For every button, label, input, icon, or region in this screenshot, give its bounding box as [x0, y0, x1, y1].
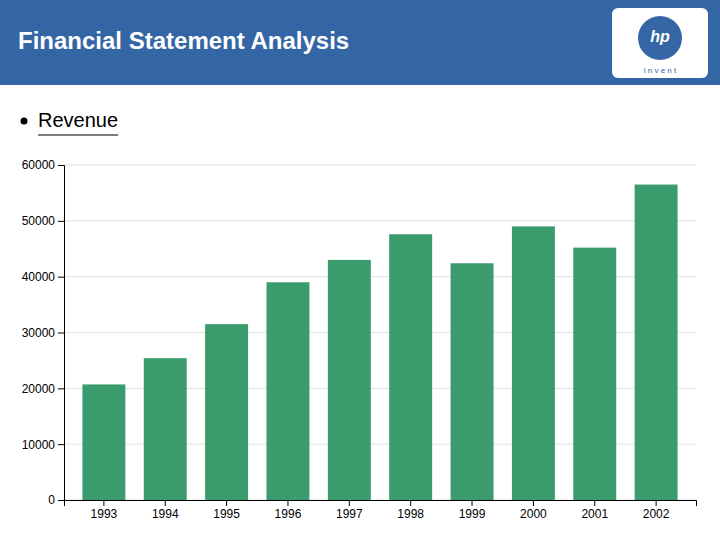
bar — [512, 226, 555, 500]
grid — [64, 165, 696, 500]
subtitle: Revenue — [38, 109, 118, 131]
logo-box — [612, 8, 708, 78]
y-tick-label: 40000 — [22, 270, 56, 284]
subtitle-underline — [38, 135, 118, 136]
y-tick: 50000 — [22, 214, 64, 228]
bar — [635, 185, 678, 500]
x-tick-label: 1995 — [213, 507, 240, 521]
x-tick: 1993 — [91, 500, 118, 521]
y-tick-label: 30000 — [22, 326, 56, 340]
y-tick-mark — [58, 221, 64, 222]
x-tick-mark — [656, 500, 657, 506]
subtitle-bullet — [21, 118, 28, 125]
y-tick-mark — [58, 444, 64, 445]
y-tick-label: 50000 — [22, 214, 56, 228]
x-tick-mark — [103, 500, 104, 506]
x-tick-mark — [410, 500, 411, 506]
bar — [266, 282, 309, 500]
x-axis-line — [65, 501, 697, 507]
y-tick-label: 0 — [48, 493, 55, 507]
annotation: hp — [650, 28, 670, 45]
x-tick: 2002 — [643, 500, 670, 521]
y-tick-mark — [58, 277, 64, 278]
x-tick-label: 1996 — [275, 507, 302, 521]
annotation: i n v e n t — [644, 66, 677, 75]
bar — [82, 384, 125, 500]
x-tick-label: 2001 — [581, 507, 608, 521]
x-tick-mark — [287, 500, 288, 506]
y-tick: 30000 — [22, 326, 64, 340]
plot-area: 0100002000030000400005000060000199319941… — [22, 158, 697, 520]
y-tick-mark — [58, 388, 64, 389]
x-axis: 1993 1994 1995 1996 1997 1998 1999 2000 2001 2002 — [65, 500, 697, 521]
y-tick-mark — [58, 333, 64, 334]
x-tick-label: 2002 — [643, 507, 670, 521]
x-tick-mark — [533, 500, 534, 506]
bar — [144, 358, 187, 500]
bars — [82, 185, 677, 500]
x-tick: 1996 — [275, 500, 302, 521]
y-tick: 40000 — [22, 270, 64, 284]
y-tick-mark — [58, 500, 64, 501]
x-tick: 2001 — [581, 500, 608, 521]
y-tick: 60000 — [22, 158, 64, 172]
x-tick-mark — [165, 500, 166, 506]
x-tick-label: 1997 — [336, 507, 363, 521]
grid-line — [64, 165, 696, 166]
y-tick: 20000 — [22, 382, 64, 396]
bar — [451, 263, 494, 500]
y-axis: 0 10000 20000 30000 40000 50000 60000 — [22, 158, 65, 507]
y-tick-label: 20000 — [22, 382, 56, 396]
x-tick-mark — [472, 500, 473, 506]
y-tick: 10000 — [22, 438, 64, 452]
bar — [573, 248, 616, 500]
y-tick-label: 60000 — [22, 158, 56, 172]
y-axis-line — [58, 166, 65, 501]
x-tick: 1998 — [397, 500, 424, 521]
x-tick-label: 1993 — [91, 507, 118, 521]
y-tick: 0 — [48, 493, 64, 507]
x-tick-mark — [226, 500, 227, 506]
header-bar — [0, 0, 720, 85]
grid-line — [64, 220, 696, 221]
x-tick-mark — [594, 500, 595, 506]
x-tick: 1995 — [213, 500, 240, 521]
bar — [205, 324, 248, 500]
x-tick-mark — [349, 500, 350, 506]
chart-svg: Financial Statement Analysis hp i n v e n … — [0, 0, 720, 540]
x-tick: 1997 — [336, 500, 363, 521]
x-tick: 1994 — [152, 500, 179, 521]
y-tick-mark — [58, 165, 64, 166]
logo-circle — [638, 16, 682, 60]
x-tick-label: 2000 — [520, 507, 547, 521]
bar — [328, 260, 371, 500]
x-tick-label: 1998 — [397, 507, 424, 521]
x-tick-label: 1999 — [459, 507, 486, 521]
y-tick-label: 10000 — [22, 438, 56, 452]
x-tick: 2000 — [520, 500, 547, 521]
x-tick: 1999 — [459, 500, 486, 521]
bar — [389, 234, 432, 500]
title: Financial Statement Analysis — [18, 27, 349, 54]
x-tick-label: 1994 — [152, 507, 179, 521]
